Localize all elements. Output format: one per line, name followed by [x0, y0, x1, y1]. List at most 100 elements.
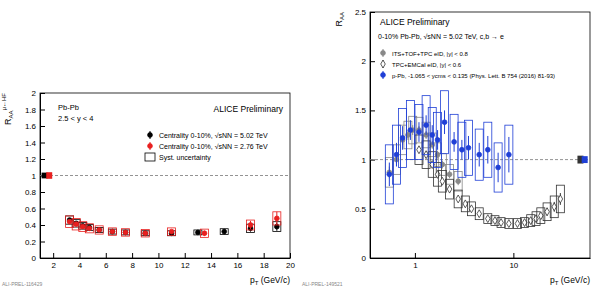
y-tick: 0.8	[25, 188, 45, 197]
data-point	[97, 228, 102, 233]
data-point	[408, 128, 413, 133]
y-tick-mark	[40, 209, 45, 210]
x-tick-label: 8	[130, 261, 135, 270]
syst-box	[108, 228, 116, 235]
y-tick-label: 1.6	[25, 122, 37, 131]
data-point	[97, 228, 102, 233]
data-point	[248, 223, 253, 228]
data-point	[466, 145, 471, 150]
x-tick-mark	[132, 253, 133, 258]
legend-item: p-Pb, -1.065 < ycms < 0.135 (Phys. Lett.…	[381, 71, 555, 79]
y-tick: 0	[362, 254, 375, 263]
x-tick: 10	[154, 253, 163, 270]
reference-line	[40, 175, 290, 176]
x-tick: 10	[509, 253, 518, 270]
data-point	[515, 220, 520, 228]
y-tick-label: 0	[362, 254, 367, 263]
data-point	[394, 152, 399, 157]
x-tick-mark	[237, 253, 238, 258]
syst-box	[141, 230, 149, 237]
syst-box	[441, 91, 449, 154]
annotation: Pb-Pb	[58, 103, 79, 112]
data-point	[469, 205, 474, 213]
syst-box	[406, 101, 414, 160]
x-tick-mark	[106, 253, 107, 258]
legend-item: TPC+EMCal eID, |y| < 0.6	[381, 60, 462, 68]
syst-box	[273, 212, 281, 225]
y-tick-label: 1.2	[25, 155, 37, 164]
syst-box	[556, 185, 564, 213]
y-tick-label: 1.4	[25, 139, 37, 148]
y-tick: 0.4	[25, 221, 45, 230]
data-point	[143, 231, 148, 236]
x-tick: 6	[104, 253, 109, 270]
y-tick-label: 0.5	[355, 205, 367, 214]
syst-box	[122, 230, 130, 235]
x-tick: 18	[260, 253, 269, 270]
x-tick: 2	[51, 253, 56, 270]
data-point	[463, 200, 468, 208]
data-point	[74, 221, 79, 226]
syst-box	[505, 219, 513, 229]
x-axis-title-part: (GeV/c)	[558, 275, 590, 285]
data-point	[274, 216, 279, 221]
data-point	[387, 172, 392, 177]
syst-box	[95, 226, 103, 234]
data-point	[522, 219, 527, 227]
reference-line	[370, 159, 590, 160]
y-tick-label: 1	[32, 172, 37, 181]
syst-box	[85, 224, 93, 233]
legend-marker	[381, 60, 386, 68]
y-axis-title-part: μ←HF	[1, 93, 7, 111]
x-tick: 20	[286, 253, 295, 270]
y-tick-mark	[40, 110, 45, 111]
annotation: ALICE Preliminary	[380, 17, 450, 27]
data-point	[123, 230, 128, 235]
legend-label: Centrality 0-10%, √sNN = 5.02 TeV	[159, 132, 268, 140]
x-tick-mark	[79, 253, 80, 258]
data-point	[169, 229, 174, 234]
syst-box	[505, 125, 513, 184]
x-tick-label: 6	[104, 261, 109, 270]
data-point	[496, 165, 501, 170]
y-tick-label: 0.4	[25, 221, 37, 230]
y-tick-mark	[40, 192, 45, 193]
x-tick: 1	[413, 253, 418, 270]
data-point	[80, 224, 85, 229]
x-axis-title: pT (GeV/c)	[550, 275, 590, 286]
x-tick: 14	[207, 253, 216, 270]
data-point	[435, 138, 440, 143]
y-tick-mark	[370, 258, 375, 259]
y-tick-mark	[370, 12, 375, 13]
figure: 246810121416182000.20.40.60.811.21.41.61…	[0, 0, 597, 289]
y-axis-title: RAAμ←HF	[1, 93, 14, 125]
x-axis-line	[41, 258, 291, 259]
data-point	[400, 136, 405, 141]
series	[66, 212, 281, 238]
footnote: ALI-PREL-149521	[302, 281, 343, 287]
series	[385, 91, 513, 204]
syst-box	[404, 121, 412, 149]
data-point	[477, 152, 482, 157]
frame	[40, 93, 290, 258]
legend-label: Syst. uncertainty	[159, 154, 211, 162]
data-point	[452, 139, 457, 144]
syst-box	[247, 220, 255, 230]
data-point	[456, 195, 461, 203]
legend-item: ITS+TOF+TPC eID, |y| < 0.8	[381, 49, 469, 57]
y-tick-mark	[40, 258, 45, 259]
x-axis: 2468101214161820	[41, 253, 296, 270]
data-point	[202, 231, 207, 236]
data-point	[552, 203, 557, 211]
annotation: 0-10% Pb-Pb, √sNN = 5.02 TeV, c,b → e	[378, 33, 504, 40]
data-point	[110, 229, 115, 234]
plot-area	[370, 91, 590, 229]
x-tick-mark	[53, 253, 54, 258]
legend-syst-box	[145, 153, 155, 161]
normalization-box	[582, 156, 588, 163]
x-tick-mark	[211, 253, 212, 258]
syst-box	[464, 120, 472, 175]
data-point	[456, 179, 461, 184]
x-tick-mark	[415, 253, 416, 258]
x-axis-title-part: (GeV/c)	[258, 275, 290, 285]
